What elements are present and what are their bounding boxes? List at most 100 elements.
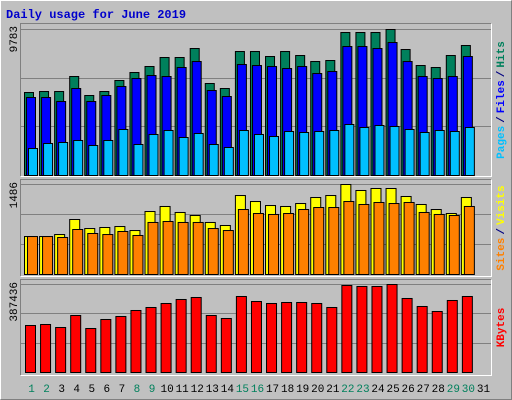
bar xyxy=(190,296,202,373)
bar xyxy=(238,130,249,176)
bar xyxy=(314,131,325,177)
bar xyxy=(25,324,36,374)
bar xyxy=(386,284,398,373)
x-tick-label: 21 xyxy=(326,384,340,396)
bar xyxy=(73,140,84,176)
bar xyxy=(252,213,264,276)
bar xyxy=(192,221,204,275)
bar xyxy=(237,209,249,275)
legend-entry: KBytes xyxy=(496,308,508,348)
bar xyxy=(344,124,355,176)
panel-edge-dark xyxy=(20,179,492,277)
bar xyxy=(223,147,234,177)
bar xyxy=(269,136,280,176)
x-tick-label: 7 xyxy=(119,384,126,396)
bar xyxy=(341,284,353,373)
bar xyxy=(403,201,415,275)
bar xyxy=(433,213,445,275)
legend-separator: / xyxy=(496,116,508,123)
bar xyxy=(358,203,370,275)
bar xyxy=(207,228,219,276)
bar xyxy=(418,211,430,275)
bar xyxy=(416,305,428,374)
bar xyxy=(193,133,204,176)
bar xyxy=(103,140,114,176)
panel-edge-light xyxy=(20,279,492,376)
bar xyxy=(87,232,99,276)
bar xyxy=(160,302,172,374)
x-tick-label: 20 xyxy=(311,384,324,396)
x-tick-label: 22 xyxy=(341,384,354,396)
panel-edge-dark xyxy=(20,23,492,177)
legend: Sites / Visits xyxy=(496,185,508,270)
bar xyxy=(266,302,278,374)
x-tick-label: 30 xyxy=(462,384,475,396)
bar xyxy=(58,142,69,176)
x-tick-label: 15 xyxy=(236,384,249,396)
bar xyxy=(222,230,234,275)
legend-entry: Files xyxy=(496,80,508,113)
bar xyxy=(434,130,445,176)
legend-separator: / xyxy=(496,228,508,235)
bar xyxy=(118,129,129,176)
x-tick-label: 13 xyxy=(206,384,219,396)
bar xyxy=(463,205,475,275)
bar xyxy=(250,300,262,374)
bar xyxy=(329,130,340,176)
bar xyxy=(328,207,340,275)
bar xyxy=(373,201,385,275)
x-tick-label: 6 xyxy=(104,384,111,396)
x-tick-label: 1 xyxy=(28,384,35,396)
bar xyxy=(220,317,232,373)
bar xyxy=(205,314,217,373)
bar xyxy=(148,134,159,177)
x-tick-label: 24 xyxy=(371,384,385,396)
bar xyxy=(133,144,144,177)
panel-edge-light xyxy=(20,179,492,277)
y-tick-label: 387436 xyxy=(9,282,21,322)
x-tick-label: 28 xyxy=(432,384,445,396)
bar xyxy=(102,234,114,275)
bar xyxy=(374,125,385,176)
bar xyxy=(431,310,443,374)
bar xyxy=(175,298,187,373)
y-tick-label: 9783 xyxy=(9,26,21,52)
bar xyxy=(42,236,54,275)
panel-edge-light xyxy=(20,23,492,177)
bar xyxy=(388,203,400,276)
bar xyxy=(296,301,308,373)
x-tick-label: 25 xyxy=(386,384,399,396)
chart-title: Daily usage for June 2019 xyxy=(6,8,186,22)
bar xyxy=(371,285,383,373)
bar xyxy=(130,309,142,373)
x-tick-label: 26 xyxy=(402,384,415,396)
bar xyxy=(464,127,475,176)
bar xyxy=(235,295,247,373)
bar xyxy=(268,213,280,275)
bar xyxy=(70,314,82,373)
bar xyxy=(162,221,174,276)
bar xyxy=(55,326,67,373)
x-tick-label: 9 xyxy=(149,384,156,396)
bar xyxy=(72,229,84,275)
x-tick-label: 27 xyxy=(417,384,430,396)
bar xyxy=(299,132,310,176)
x-tick-label: 12 xyxy=(191,384,204,396)
bar xyxy=(389,126,400,176)
x-tick-label: 4 xyxy=(73,384,80,396)
bar xyxy=(326,306,338,373)
x-tick-label: 19 xyxy=(296,384,309,396)
bar xyxy=(313,207,325,275)
bar xyxy=(177,221,189,275)
bar xyxy=(117,230,129,276)
bar xyxy=(27,236,38,275)
bar xyxy=(281,301,293,373)
bar xyxy=(419,132,430,176)
x-tick-label: 23 xyxy=(356,384,369,396)
x-tick-label: 31 xyxy=(477,384,491,396)
bar xyxy=(208,144,219,177)
legend-entry: Hits xyxy=(496,41,508,67)
x-tick-label: 3 xyxy=(58,384,65,396)
